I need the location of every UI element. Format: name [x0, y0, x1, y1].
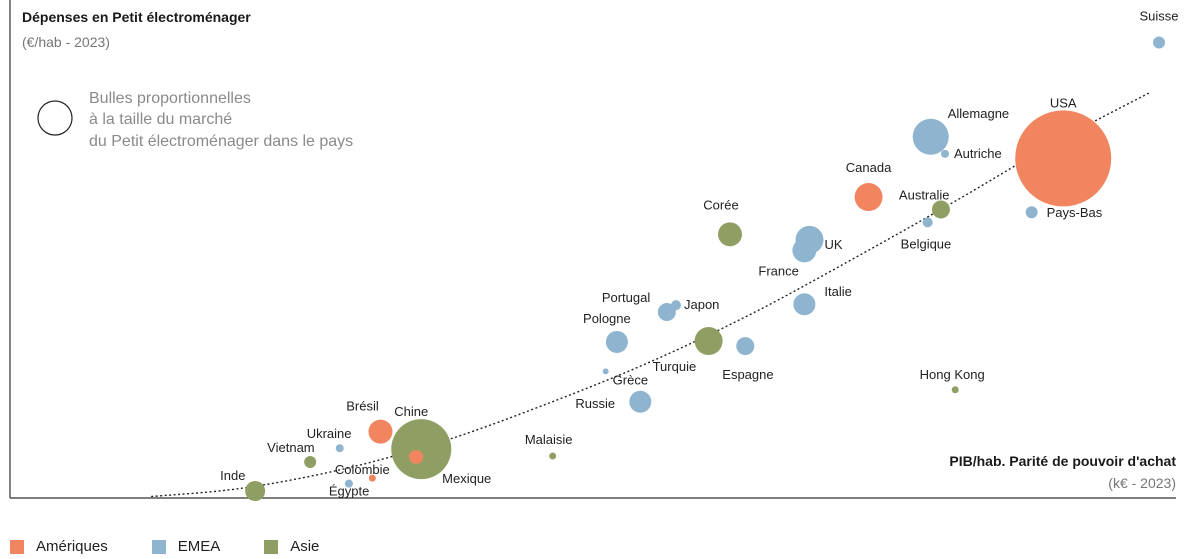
x-axis-title: PIB/hab. Parité de pouvoir d'achat: [949, 453, 1176, 469]
bubbles: [245, 36, 1165, 501]
bubble-labels: USA Chine Allemagne Canada UK Turquie Brésil Fr…: [220, 9, 1178, 499]
label-inde: Inde: [220, 468, 245, 483]
legend-item-emea: EMEA: [151, 538, 221, 555]
bubble-pays-bas: [1025, 206, 1038, 219]
legend-label-asie: Asie: [290, 538, 320, 555]
legend-swatch-ameriques: [10, 539, 24, 554]
x-axis-subtitle: (k€ - 2023): [1108, 475, 1176, 491]
bubble-ukraine: [335, 444, 344, 453]
label-egypte: Égypte: [329, 484, 369, 499]
bubble-pologne: [605, 330, 628, 353]
label-portugal: Portugal: [602, 290, 651, 305]
bubble-bresil: [368, 419, 393, 444]
label-colombie: Colombie: [335, 462, 390, 477]
bubble-coree: [718, 222, 743, 247]
bubble-canada: [854, 183, 883, 212]
axes: [9, 0, 1176, 499]
legend-label-emea: EMEA: [177, 538, 221, 555]
label-suisse: Suisse: [1139, 9, 1178, 24]
bubble-grece: [602, 368, 609, 375]
bubble-note-line-3: du Petit électroménager dans le pays: [89, 133, 353, 150]
legend: Amériques EMEA Asie: [10, 538, 363, 555]
bubble-portugal: [657, 303, 676, 322]
bubble-turquie: [694, 327, 723, 356]
bubble-mexique: [409, 449, 424, 464]
label-turquie: Turquie: [653, 359, 697, 374]
trend-line: [151, 92, 1150, 498]
label-pologne: Pologne: [583, 311, 631, 326]
bubble-allemagne: [912, 118, 949, 155]
label-belgique: Belgique: [901, 236, 952, 251]
bubble-russie: [629, 390, 652, 413]
bubble-note-line-2: à la taille du marché: [89, 111, 232, 128]
bubble-egypte: [344, 479, 353, 488]
bubble-size-icon: [37, 100, 73, 136]
bubble-hong-kong: [951, 386, 959, 394]
legend-swatch-emea: [151, 539, 166, 554]
label-usa: USA: [1050, 95, 1077, 110]
label-russie: Russie: [575, 396, 615, 411]
bubble-suisse: [1153, 36, 1165, 49]
bubble-espagne: [736, 337, 755, 356]
bubble-size-note: Bulles proportionnelles à la taille du m…: [37, 90, 353, 150]
chart-title: Dépenses en Petit électroménager: [22, 9, 251, 25]
label-australie: Australie: [899, 187, 950, 202]
label-coree: Corée: [703, 197, 738, 212]
label-hong-kong: Hong Kong: [920, 367, 985, 382]
legend-item-asie: Asie: [264, 538, 319, 555]
label-ukraine: Ukraine: [307, 426, 352, 441]
legend-label-ameriques: Amériques: [36, 538, 108, 555]
bubble-colombie: [368, 474, 376, 482]
bubble-autriche: [941, 149, 950, 158]
legend-item-ameriques: Amériques: [10, 538, 108, 555]
label-espagne: Espagne: [722, 367, 773, 382]
bubble-vietnam: [304, 456, 317, 469]
bubble-belgique: [922, 217, 933, 228]
label-malaisie: Malaisie: [525, 432, 573, 447]
bubble-chine: [391, 419, 452, 480]
label-allemagne: Allemagne: [948, 106, 1009, 121]
bubble-inde: [245, 481, 266, 501]
bubble-note-line-1: Bulles proportionnelles: [89, 90, 251, 107]
bubble-malaisie: [549, 452, 557, 460]
label-italie: Italie: [824, 284, 851, 299]
label-pays-bas: Pays-Bas: [1047, 205, 1103, 220]
bubble-usa: [1015, 110, 1112, 207]
bubble-france: [792, 238, 817, 263]
label-autriche: Autriche: [954, 146, 1002, 161]
label-mexique: Mexique: [442, 471, 491, 486]
label-uk: UK: [824, 237, 842, 252]
bubble-australie: [931, 200, 950, 219]
legend-swatch-asie: [264, 539, 279, 554]
bubble-italie: [793, 293, 816, 316]
label-grece: Grèce: [613, 372, 648, 387]
chart-subtitle: (€/hab - 2023): [22, 34, 110, 50]
bubble-japon: [670, 300, 681, 311]
label-vietnam: Vietnam: [267, 440, 314, 455]
label-chine: Chine: [394, 404, 428, 419]
label-france: France: [758, 263, 798, 278]
label-japon: Japon: [684, 297, 719, 312]
label-canada: Canada: [846, 160, 892, 175]
label-bresil: Brésil: [346, 399, 379, 414]
